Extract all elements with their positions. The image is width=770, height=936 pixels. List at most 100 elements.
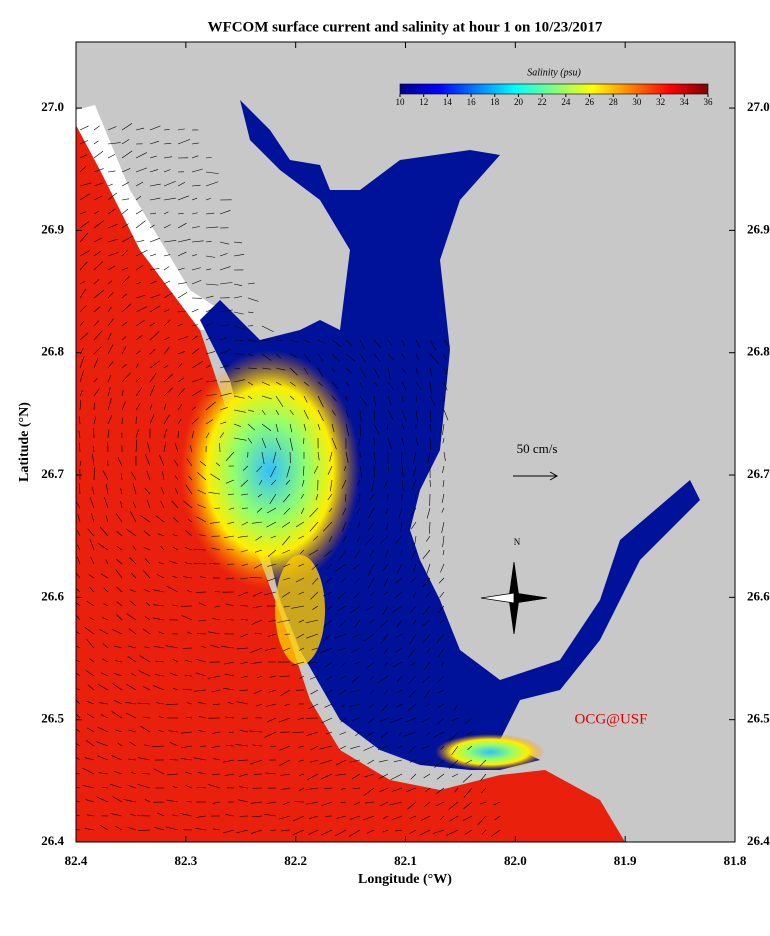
current-vector bbox=[219, 241, 230, 245]
current-vector bbox=[275, 395, 284, 407]
current-vector bbox=[323, 549, 333, 558]
current-vector bbox=[205, 380, 217, 383]
current-vector bbox=[116, 601, 123, 607]
current-vector bbox=[149, 125, 161, 131]
current-vector bbox=[319, 745, 333, 750]
current-vector bbox=[261, 325, 274, 332]
current-vector bbox=[177, 139, 191, 145]
current-vector bbox=[107, 292, 114, 299]
current-vector bbox=[126, 528, 137, 537]
current-vector bbox=[426, 731, 431, 736]
current-vector bbox=[392, 661, 403, 668]
current-vector bbox=[415, 353, 420, 361]
current-vector bbox=[363, 633, 375, 642]
current-vector bbox=[76, 743, 81, 747]
current-vector bbox=[121, 198, 130, 201]
current-vector bbox=[191, 348, 200, 355]
current-vector bbox=[184, 674, 193, 677]
current-vector bbox=[312, 577, 319, 585]
current-vector bbox=[345, 381, 350, 387]
current-vector bbox=[368, 717, 375, 724]
current-vector bbox=[79, 182, 92, 187]
current-vector bbox=[275, 381, 282, 386]
current-vector bbox=[419, 829, 431, 836]
current-vector bbox=[373, 381, 379, 388]
current-vector bbox=[93, 237, 103, 243]
current-vector bbox=[143, 547, 151, 551]
colorbar-tick-label: 14 bbox=[443, 97, 453, 107]
current-vector bbox=[350, 689, 361, 693]
current-vector bbox=[205, 283, 219, 286]
current-vector bbox=[285, 479, 291, 485]
current-vector bbox=[191, 279, 202, 285]
x-tick-label: 82.0 bbox=[504, 853, 527, 868]
current-vector bbox=[107, 361, 114, 369]
current-vector bbox=[76, 772, 81, 775]
current-vector bbox=[256, 507, 263, 513]
current-vector bbox=[359, 339, 365, 350]
current-vector bbox=[76, 659, 81, 663]
current-vector bbox=[76, 756, 81, 761]
current-vector bbox=[172, 546, 179, 551]
current-vector bbox=[87, 713, 95, 719]
current-vector bbox=[390, 717, 403, 724]
current-vector bbox=[423, 633, 431, 643]
current-vector bbox=[79, 211, 86, 215]
salinity-mix bbox=[435, 734, 545, 770]
current-vector bbox=[321, 717, 333, 724]
current-vector bbox=[205, 197, 211, 201]
current-vector bbox=[381, 703, 389, 712]
current-vector bbox=[371, 479, 375, 492]
current-vector bbox=[79, 193, 91, 201]
current-vector bbox=[79, 400, 82, 411]
current-vector bbox=[129, 557, 137, 565]
current-vector bbox=[331, 367, 335, 373]
current-vector bbox=[387, 367, 391, 380]
current-vector bbox=[225, 814, 235, 817]
current-vector bbox=[137, 757, 151, 761]
current-vector bbox=[184, 659, 193, 663]
current-vector bbox=[121, 336, 127, 341]
current-vector bbox=[177, 418, 182, 425]
current-vector bbox=[310, 591, 319, 600]
current-vector bbox=[127, 645, 137, 649]
current-vector bbox=[283, 801, 291, 805]
current-vector bbox=[113, 672, 123, 677]
current-vector bbox=[437, 675, 445, 683]
current-vector bbox=[341, 479, 347, 489]
current-vector bbox=[120, 473, 123, 481]
current-vector bbox=[200, 745, 207, 747]
current-vector bbox=[389, 801, 403, 806]
current-vector bbox=[317, 367, 324, 378]
current-vector bbox=[227, 702, 235, 705]
current-vector bbox=[211, 689, 221, 693]
current-vector bbox=[105, 483, 109, 495]
current-vector bbox=[237, 799, 249, 803]
current-vector bbox=[160, 487, 165, 495]
current-vector bbox=[422, 577, 431, 587]
current-vector bbox=[298, 745, 305, 748]
current-vector bbox=[121, 123, 133, 131]
current-vector bbox=[93, 182, 104, 187]
current-vector bbox=[396, 703, 403, 708]
current-vector bbox=[359, 423, 362, 437]
current-vector bbox=[266, 521, 277, 528]
current-vector bbox=[233, 379, 246, 383]
current-vector bbox=[437, 717, 445, 725]
current-vector bbox=[79, 221, 90, 229]
current-vector bbox=[442, 479, 445, 488]
current-vector bbox=[149, 331, 160, 341]
current-vector bbox=[345, 423, 350, 437]
current-vector bbox=[409, 689, 417, 698]
current-vector bbox=[334, 633, 347, 639]
current-vector bbox=[197, 489, 207, 495]
current-vector bbox=[110, 755, 123, 761]
current-vector bbox=[359, 409, 362, 422]
current-vector bbox=[366, 605, 375, 611]
current-vector bbox=[410, 577, 417, 583]
current-vector bbox=[241, 521, 249, 526]
current-vector bbox=[84, 757, 95, 761]
current-vector bbox=[368, 703, 375, 708]
current-vector bbox=[350, 745, 361, 750]
current-vector bbox=[401, 381, 407, 391]
